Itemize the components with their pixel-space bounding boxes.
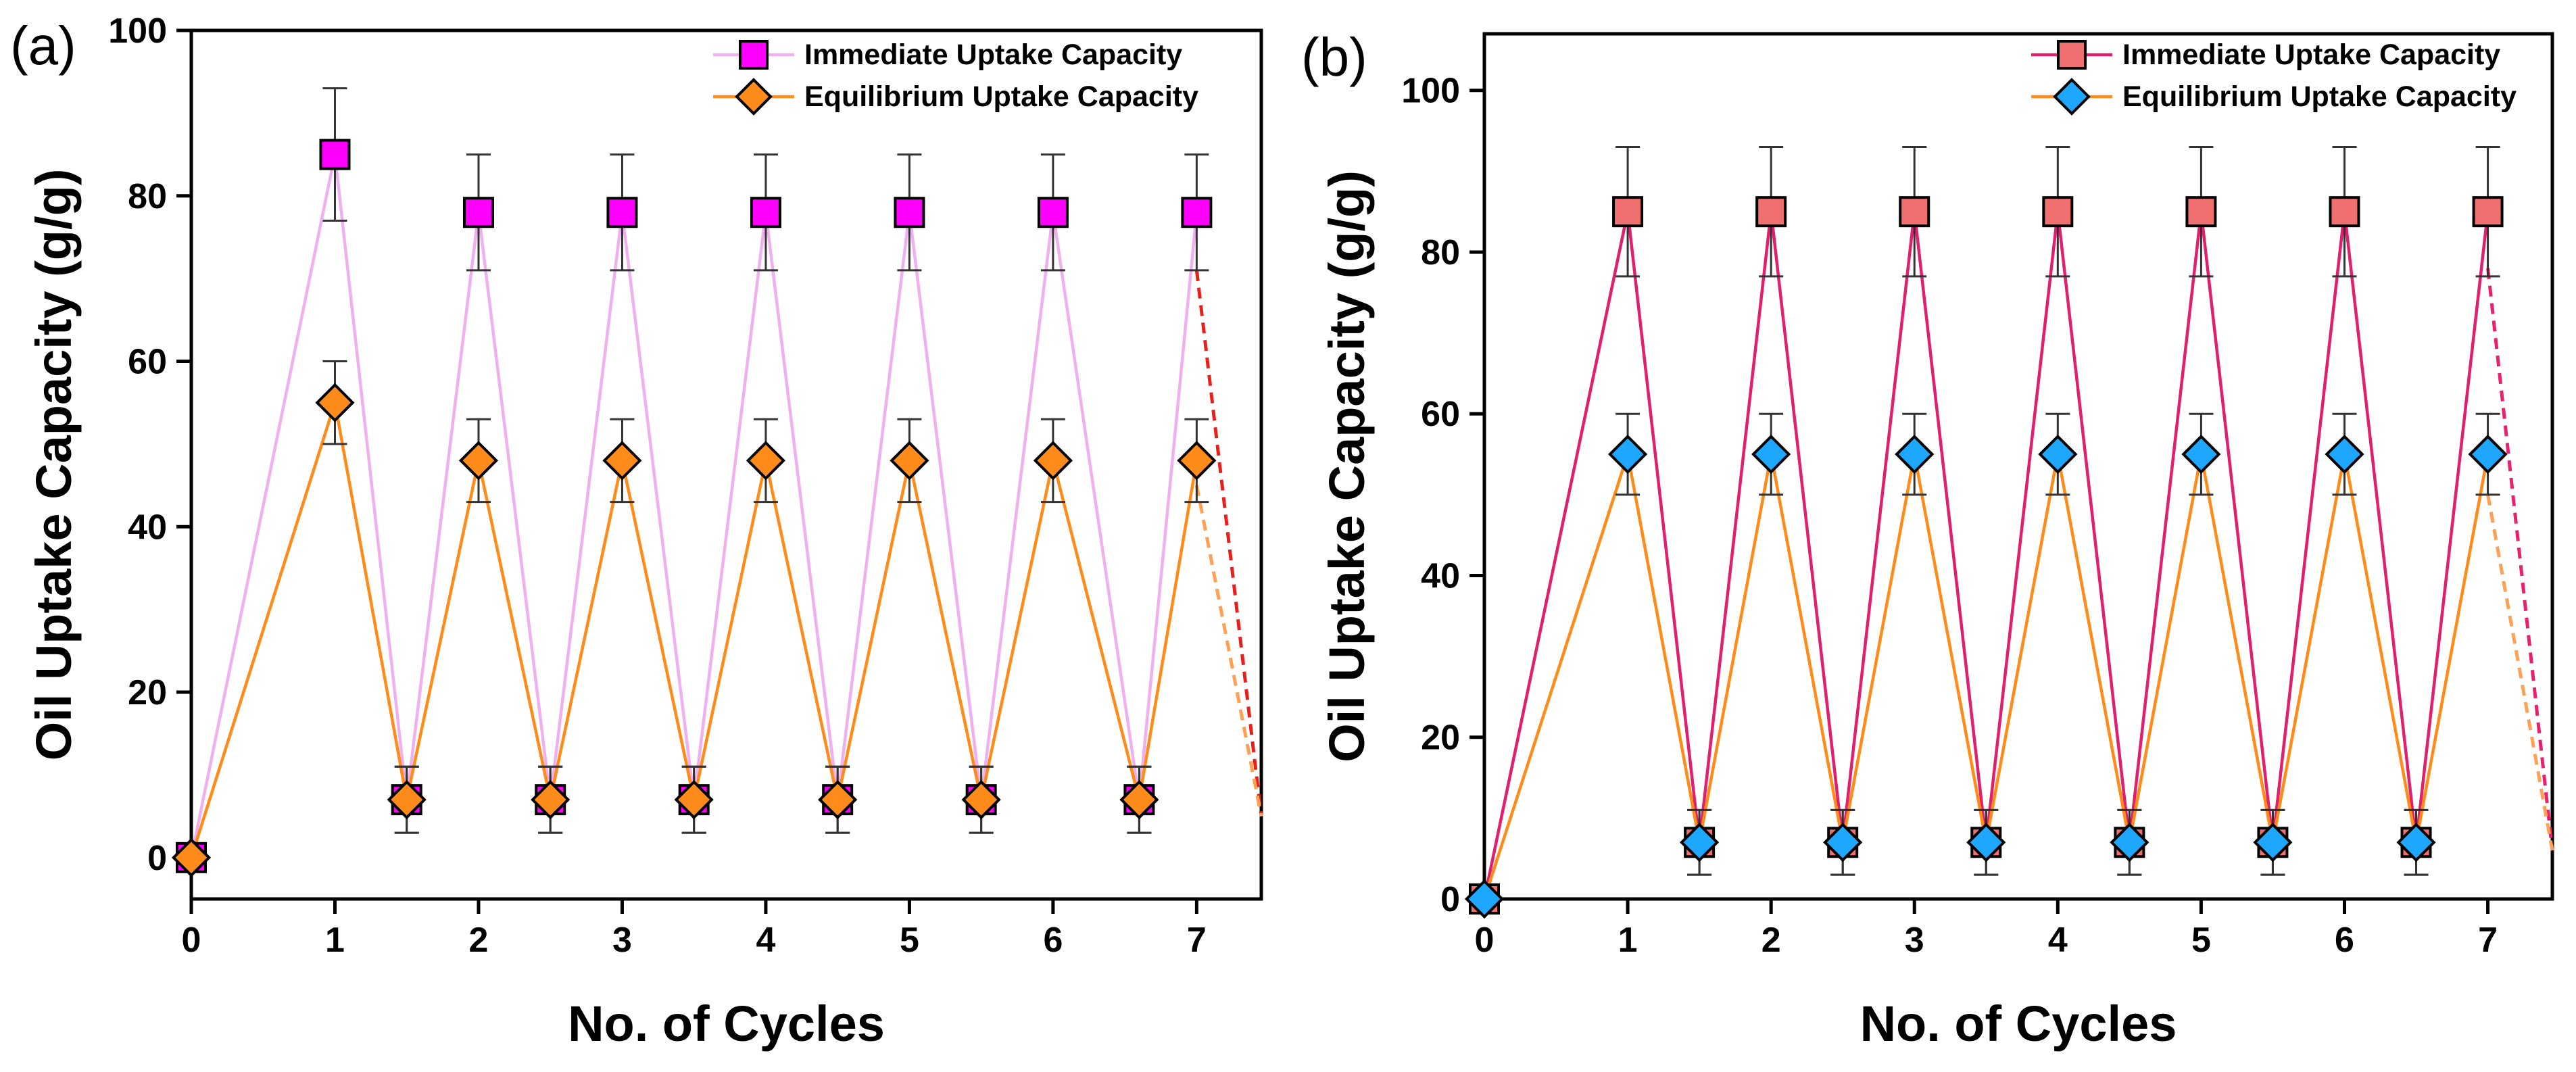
- chart-b-legend-label: Immediate Uptake Capacity: [2122, 39, 2500, 71]
- chart-a-series-1-point: [1119, 780, 1159, 820]
- chart-a-series-0-point: [462, 197, 494, 228]
- chart-a-plot-frame: [189, 28, 1263, 901]
- chart-b-series-1-point: [2468, 434, 2508, 474]
- chart-b-panel-label: (b): [1301, 27, 1367, 87]
- chart-b-series-1-point: [2396, 823, 2436, 862]
- chart-a-series-1-point: [171, 837, 212, 877]
- chart-a-series-0-point: [319, 139, 351, 170]
- chart-a-y-tick-label: 100: [108, 11, 167, 51]
- chart-a-series-1-line: [189, 401, 1198, 858]
- chart-a-legend-label: Immediate Uptake Capacity: [804, 39, 1182, 71]
- chart-b-x-tick-label: 0: [1475, 921, 1494, 960]
- chart-b-y-tick-label: 60: [1421, 395, 1460, 434]
- chart-a-series-0-point: [1037, 197, 1069, 228]
- chart-b-y-tick-label: 80: [1421, 233, 1460, 272]
- chart-b-series-0-point: [1755, 196, 1787, 228]
- chart-a-series-0-point: [894, 197, 925, 228]
- chart-a-x-tick-label: 2: [469, 921, 489, 960]
- chart-a-series-0-point: [1181, 197, 1213, 228]
- chart-b-series-0-point: [1612, 196, 1644, 228]
- chart-b-series-0-point: [1899, 196, 1930, 228]
- chart-a-panel-label: (a): [10, 16, 76, 76]
- chart-b-series-1-line: [1482, 452, 2489, 900]
- chart-b-legend-marker: [2053, 78, 2091, 116]
- chart-a-x-tick-label: 3: [612, 921, 632, 960]
- chart-b-y-tick-label: 100: [1401, 72, 1460, 111]
- chart-a-legend-marker: [735, 78, 773, 116]
- chart-b-plot-frame: [1482, 32, 2554, 901]
- chart-b-series-0-point: [2185, 196, 2217, 228]
- chart-a-legend-label: Equilibrium Uptake Capacity: [804, 80, 1198, 113]
- chart-b-x-tick-label: 6: [2335, 921, 2354, 960]
- chart-a-series-1-point: [818, 780, 858, 820]
- chart-b-y-axis-title: Oil Uptake Capacity (g/g): [1319, 170, 1375, 762]
- chart-a-series-1-point: [1033, 441, 1073, 481]
- chart-a-series-1-point: [674, 780, 714, 820]
- chart-b-series-1-point: [2038, 434, 2078, 474]
- chart-b-series-1-point: [1966, 823, 2006, 862]
- chart-b-x-tick-label: 4: [2048, 921, 2068, 960]
- chart-a-y-tick-label: 0: [147, 839, 167, 878]
- chart-a-x-tick-label: 5: [900, 921, 919, 960]
- chart-b-series-1-point: [2110, 823, 2149, 862]
- chart-a-x-tick-label: 4: [756, 921, 775, 960]
- chart-b-series-1-point: [1464, 879, 1505, 919]
- chart-a-y-tick-label: 40: [128, 508, 167, 547]
- chart-a-y-tick-label: 80: [128, 177, 167, 216]
- chart-a-series-1-point: [1177, 441, 1217, 481]
- chart-a-series-1-extrapolation: [1194, 485, 1263, 817]
- chart-b-x-axis-title: No. of Cycles: [1860, 996, 2177, 1052]
- chart-a-x-tick-label: 1: [325, 921, 345, 960]
- chart-b-series-1-point: [1680, 823, 1720, 862]
- chart-a-x-axis-title: No. of Cycles: [568, 996, 885, 1052]
- chart-b-y-tick-label: 20: [1421, 718, 1460, 758]
- chart-a-series-1-point: [315, 383, 355, 422]
- chart-b-legend-marker: [2057, 40, 2087, 70]
- chart-a-series-1-point: [961, 780, 1001, 820]
- chart-a-series-1-point: [387, 780, 427, 820]
- chart-b-series-1-extrapolation: [2486, 494, 2554, 851]
- chart-b-x-tick-label: 3: [1905, 921, 1924, 960]
- chart-b-series-1-point: [2253, 823, 2293, 862]
- chart-b-series-0-line: [1482, 210, 2489, 900]
- chart-b-series-0-point: [2042, 196, 2074, 228]
- chart-a-series-0-point: [750, 197, 781, 228]
- chart-a-series-1-point: [602, 441, 642, 481]
- chart-b-series-0-extrapolation: [2486, 268, 2554, 851]
- chart-a-legend-marker: [739, 40, 769, 70]
- chart-a-x-tick-label: 0: [182, 921, 201, 960]
- chart-a-y-tick-label: 20: [128, 673, 167, 712]
- chart-b-series-1-point: [1751, 434, 1791, 474]
- chart-a-x-tick-label: 7: [1187, 921, 1207, 960]
- chart-a-series-0-extrapolation: [1194, 270, 1263, 817]
- chart-a-x-tick-label: 6: [1043, 921, 1063, 960]
- chart-a-y-axis-title: Oil Uptake Capacity (g/g): [26, 169, 82, 761]
- chart-b-x-tick-label: 2: [1761, 921, 1781, 960]
- chart-b-y-tick-label: 0: [1440, 880, 1460, 919]
- chart-b-series-1-point: [2181, 434, 2221, 474]
- chart-b-y-tick-label: 40: [1421, 556, 1460, 595]
- chart-a-series-1-point: [890, 441, 929, 481]
- chart-b-series-1-point: [1895, 434, 1935, 474]
- chart-a-series-1-point: [458, 441, 499, 481]
- chart-b-x-tick-label: 7: [2478, 921, 2498, 960]
- chart-b-series-0-point: [2472, 196, 2504, 228]
- chart-a-series-0-line: [189, 153, 1198, 858]
- chart-b-legend-label: Equilibrium Uptake Capacity: [2122, 80, 2517, 113]
- chart-a-series-1-point: [531, 780, 570, 820]
- chart-b-series-1-point: [1823, 823, 1863, 862]
- chart-a-series-1-point: [746, 441, 786, 481]
- chart-b-series-1-point: [1608, 434, 1648, 474]
- chart-b-series-0-point: [2329, 196, 2360, 228]
- chart-a: 0 1 2 3 4 5 6 7 0 20 40 60 80 100 No. of Cycles Oil Upt…: [10, 11, 1263, 1052]
- chart-a-series-0-point: [606, 197, 638, 228]
- chart-b-series-1-point: [2325, 434, 2364, 474]
- chart-a-y-tick-label: 60: [128, 343, 167, 382]
- chart-b-x-tick-label: 1: [1618, 921, 1638, 960]
- chart-b-x-tick-label: 5: [2191, 921, 2211, 960]
- chart-b: 0 1 2 3 4 5 6 7 0 20 40 60 80 100 No. of Cycles Oil Upt…: [1301, 27, 2554, 1052]
